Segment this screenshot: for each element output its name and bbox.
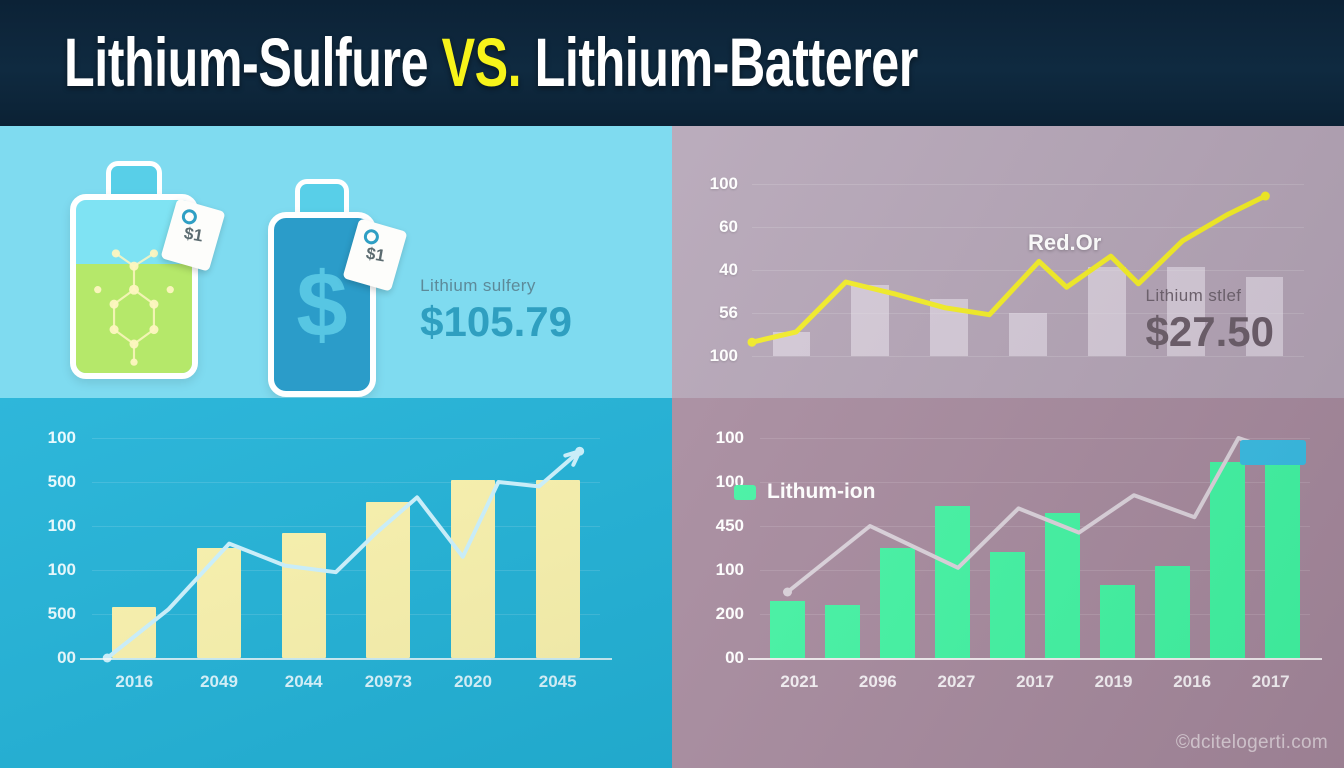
- chart-bar: [1045, 512, 1080, 658]
- y-axis-tick: 100: [709, 346, 738, 365]
- gridline: [760, 614, 1310, 615]
- x-axis-tick: 2049: [200, 672, 238, 691]
- chart-bar: [770, 600, 805, 658]
- panel-top-right: 100 60 40 56 100 Red.Or Lithium stlef $27.50: [672, 126, 1344, 398]
- x-axis-tick: 2017: [1251, 672, 1290, 691]
- chart-bar: [1100, 585, 1135, 658]
- x-axis-tick: 2020: [454, 672, 492, 691]
- chart-bar: [880, 548, 915, 658]
- price-value: $105.79: [420, 298, 572, 345]
- panel-bottom-right: 100 100 450 100 200 00 2021 2096 2027 2017 2019 201…: [672, 398, 1344, 768]
- x-axis-tick: 2017: [1016, 672, 1054, 691]
- gridline: [760, 570, 1310, 571]
- chart-bar: [825, 605, 860, 658]
- watermark: ©dcitelogerti.com: [1175, 732, 1328, 753]
- bottom-left-chart: 100 500 100 100 500 00 2016 2049 2044 20973 2020 20…: [0, 398, 672, 768]
- gridline: [752, 227, 1304, 228]
- battery-body: $: [268, 212, 376, 397]
- gridline: [760, 526, 1310, 527]
- chart-bar: [1265, 462, 1300, 658]
- y-axis-tick: 500: [47, 472, 76, 491]
- title-right: Lithium-Batterer: [534, 24, 919, 102]
- price-block-ion: Lithium stlef $27.50: [1146, 286, 1274, 353]
- highlight-callout-box: [1240, 440, 1306, 465]
- molecule-icon: [94, 249, 174, 366]
- y-axis-tick: 200: [715, 604, 744, 623]
- price-tag-label: $1: [364, 243, 387, 266]
- y-axis-tick: 00: [725, 648, 744, 667]
- header-banner: Lithium-Sulfure VS. Lithium-Batterer: [0, 0, 1344, 126]
- panel-top-left: $1 $ $1 Lithium sulfery $105.79: [0, 126, 672, 398]
- chart-bar: [1009, 313, 1047, 356]
- x-axis-line: [748, 658, 1322, 660]
- chart-bar: [1210, 462, 1245, 658]
- price-label: Lithium stlef: [1145, 286, 1242, 305]
- y-axis-tick: 500: [47, 604, 76, 623]
- chart-bar: [1087, 266, 1126, 356]
- chart-bar: [1166, 266, 1205, 356]
- chart-bar: [935, 506, 970, 658]
- series-label-redor: Red.Or: [1028, 230, 1102, 255]
- battery-dollar-icon: $ $1: [268, 184, 408, 398]
- y-axis-tick: 100: [47, 516, 76, 535]
- x-axis-tick: 2019: [1094, 672, 1133, 691]
- top-right-chart: 100 60 40 56 100: [672, 126, 1344, 398]
- chart-bar: [851, 285, 890, 356]
- y-axis-tick: 00: [57, 648, 76, 667]
- x-axis-tick: 2045: [538, 672, 577, 691]
- x-axis-tick: 2021: [780, 672, 819, 691]
- gridline: [92, 570, 600, 571]
- chart-bar: [990, 552, 1025, 658]
- legend-label: Lithum-ion: [767, 480, 876, 503]
- chart-line-series: [747, 191, 1270, 347]
- title-vs: VS.: [441, 24, 522, 102]
- chart-bar: [196, 548, 241, 658]
- x-axis-tick: 20973: [364, 672, 412, 691]
- y-axis-tick: 450: [715, 516, 744, 535]
- price-value: $27.50: [1145, 308, 1274, 355]
- title-left: Lithium-Sulfure: [64, 24, 429, 102]
- chart-bar: [1155, 565, 1190, 658]
- battery-molecule-icon: $1: [70, 166, 226, 381]
- gridline: [92, 614, 600, 615]
- page-title: Lithium-Sulfure VS. Lithium-Batterer: [64, 23, 918, 102]
- price-tag-label: $1: [182, 223, 205, 246]
- chart-bar: [535, 479, 580, 658]
- x-axis-tick: 2016: [1173, 672, 1212, 691]
- bottom-right-chart: 100 100 450 100 200 00 2021 2096 2027 2017 2019 201…: [672, 398, 1344, 768]
- legend-swatch-icon: [734, 484, 756, 500]
- gridline: [760, 482, 1310, 483]
- price-block-sulfur: Lithium sulfery $105.79: [420, 276, 572, 343]
- gridline: [752, 356, 1304, 357]
- y-axis-tick: 100: [47, 428, 76, 447]
- y-axis-tick: 100: [47, 560, 76, 579]
- chart-bar: [450, 479, 495, 658]
- y-axis-tick: 56: [719, 303, 738, 322]
- gridline: [92, 438, 600, 439]
- x-axis-line: [80, 658, 612, 660]
- chart-bar: [366, 501, 411, 658]
- gridline: [92, 526, 600, 527]
- chart-bar: [1245, 276, 1284, 356]
- y-axis-tick: 40: [719, 260, 738, 279]
- dollar-symbol: $: [296, 253, 348, 356]
- y-axis-tick: 100: [715, 428, 744, 447]
- x-axis-tick: 2016: [115, 672, 154, 691]
- chart-bar: [281, 532, 326, 658]
- x-axis-tick: 2027: [937, 672, 976, 691]
- x-axis-tick: 2096: [858, 672, 897, 691]
- panel-bottom-left: $ 10050010010050000201620492044209732020…: [0, 398, 672, 768]
- gridline: [92, 482, 600, 483]
- y-axis-tick: 60: [719, 217, 738, 236]
- gridline: [760, 438, 1310, 439]
- y-axis-tick: 100: [709, 174, 738, 193]
- price-label: Lithium sulfery: [420, 276, 536, 295]
- x-axis-tick: 2044: [284, 672, 323, 691]
- chart-line-series: [102, 446, 585, 663]
- legend-lithium-ion: Lithum-ion: [734, 480, 875, 504]
- gridline: [752, 184, 1304, 185]
- y-axis-tick: 100: [715, 560, 744, 579]
